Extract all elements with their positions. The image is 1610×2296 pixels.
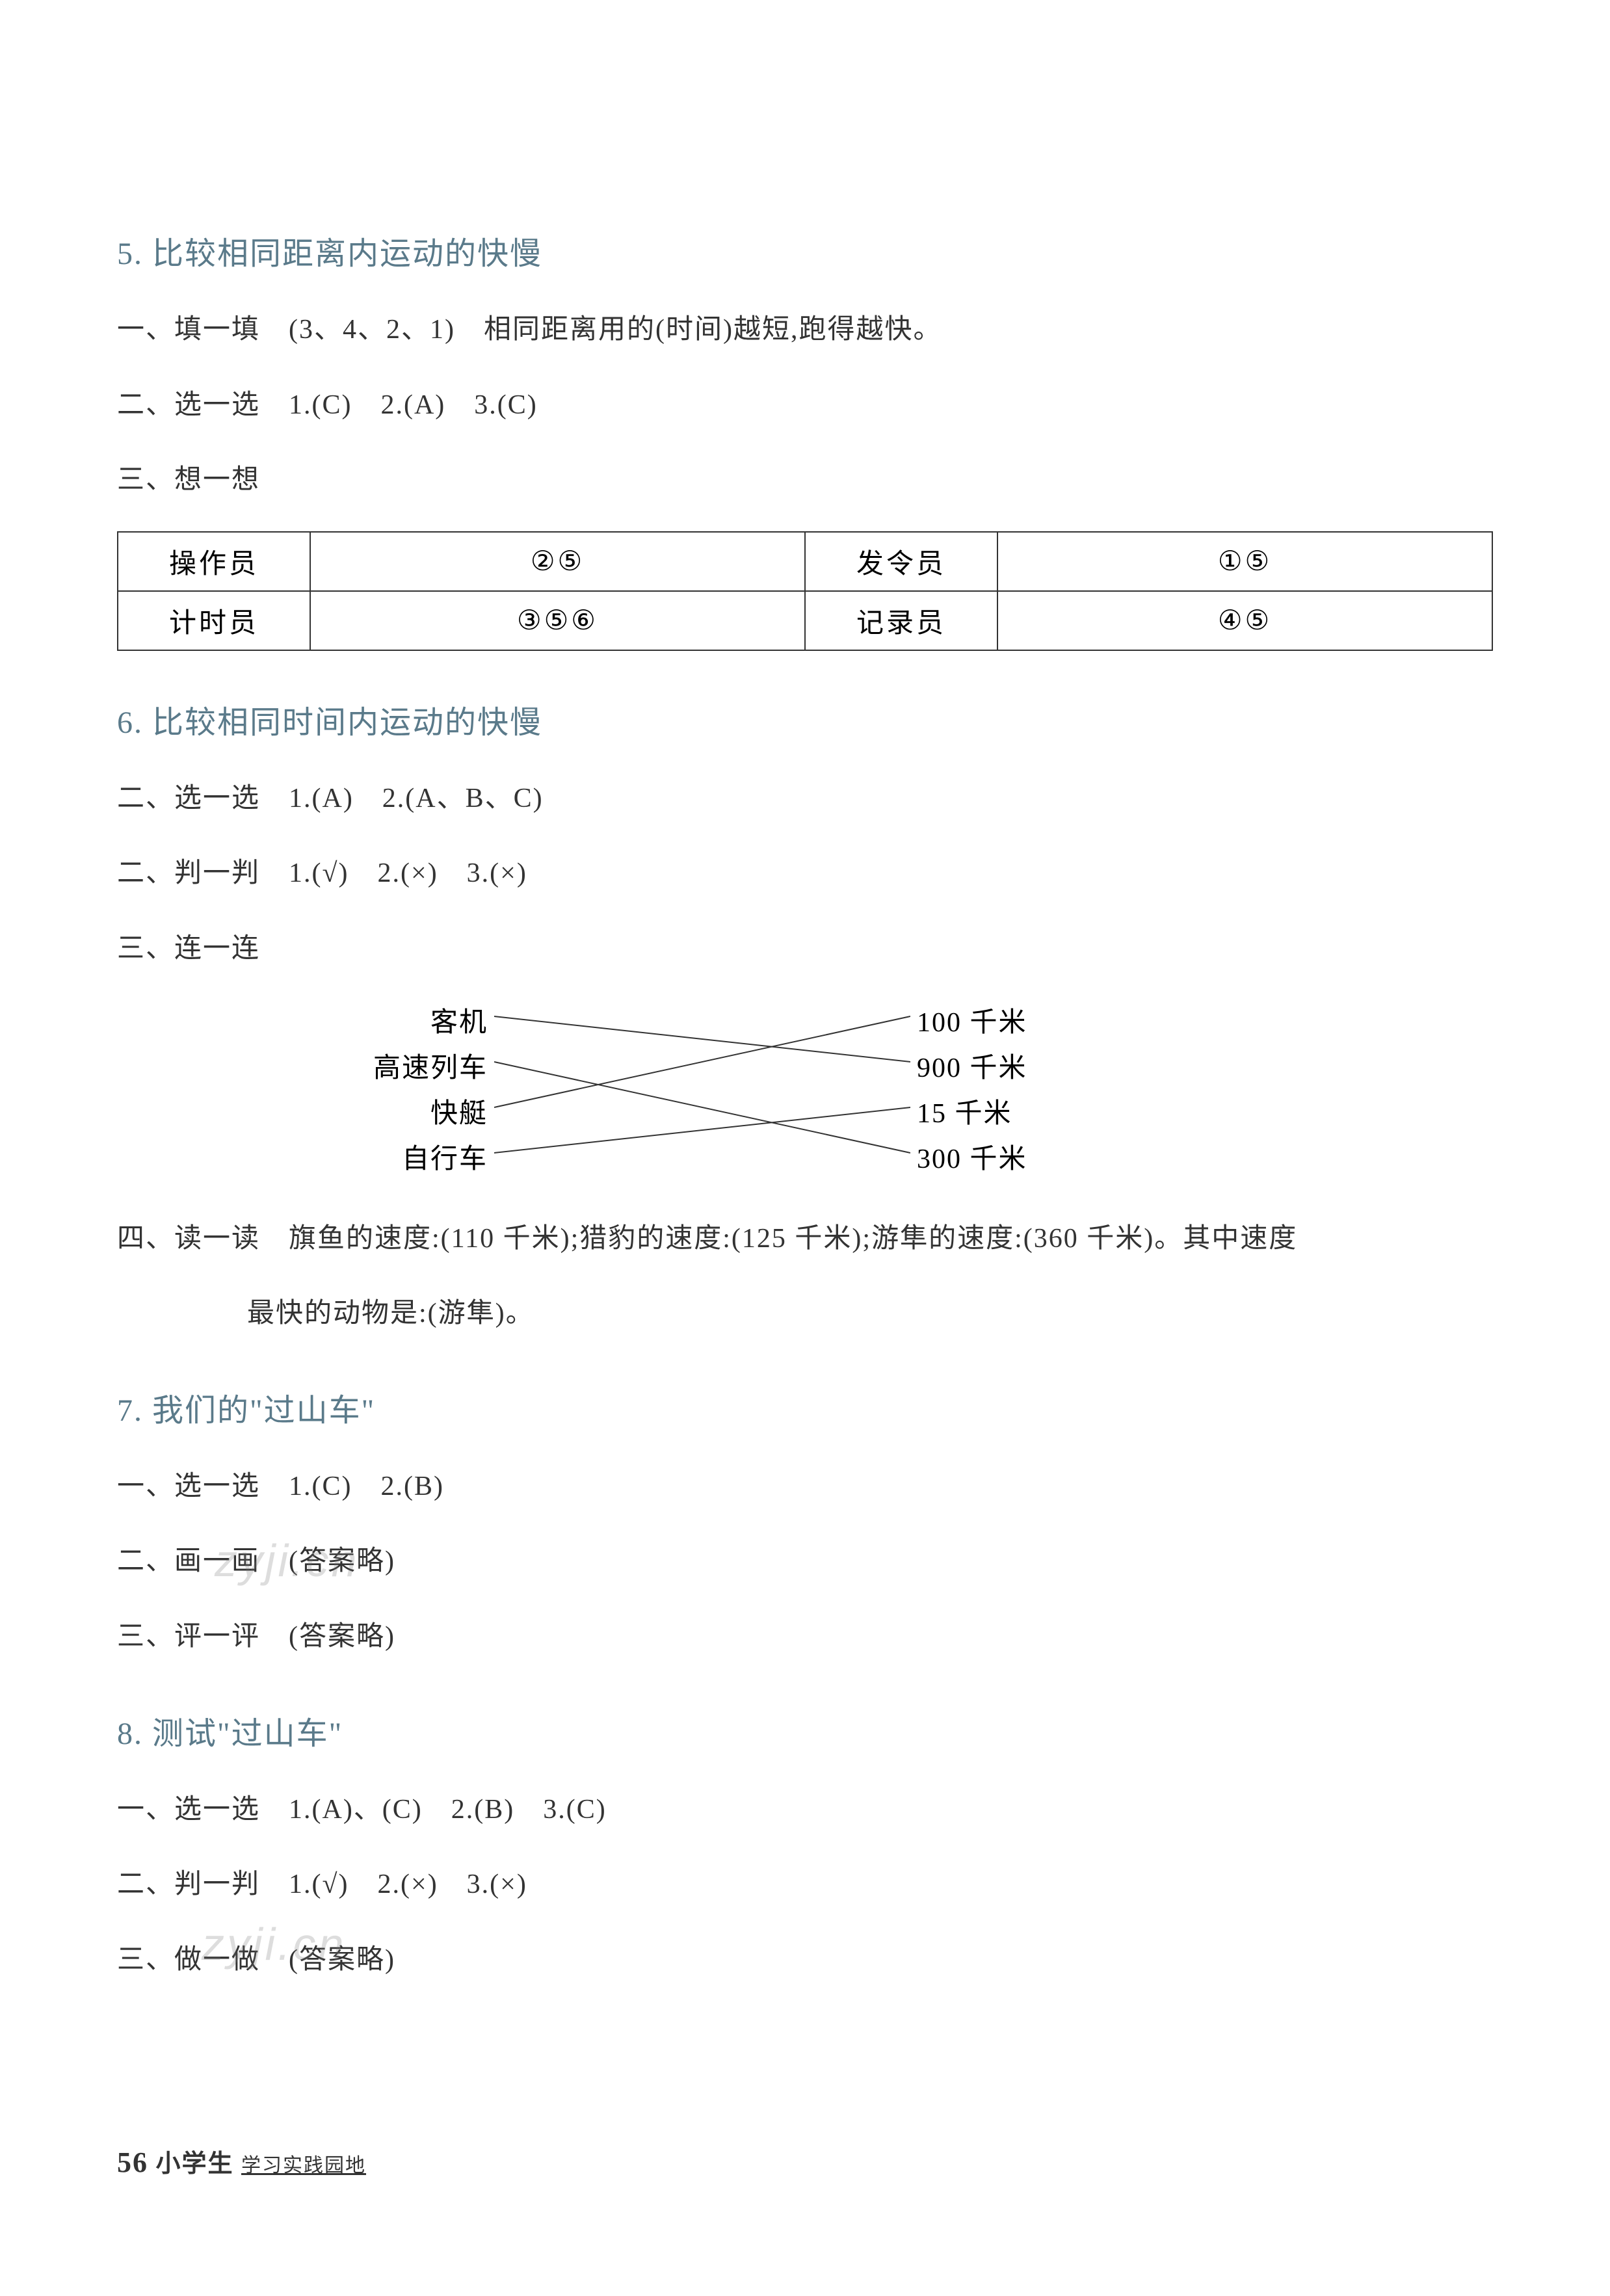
match-right-2: 15 千米 <box>917 1091 1012 1131</box>
table-row: 计时员 ③⑤⑥ 记录员 ④⑤ <box>118 591 1492 650</box>
section-5-title: 5. 比较相同距离内运动的快慢 <box>117 228 1493 273</box>
table-cell: 发令员 <box>805 532 997 591</box>
table-cell: ③⑤⑥ <box>310 591 805 650</box>
s5-q1: 一、填一填 (3、4、2、1) 相同距离用的(时间)越短,跑得越快。 <box>117 306 1493 355</box>
page-number: 56 <box>117 2146 148 2178</box>
s5-table: 操作员 ②⑤ 发令员 ①⑤ 计时员 ③⑤⑥ 记录员 ④⑤ <box>117 531 1493 651</box>
s6-q4a: 四、读一读 旗鱼的速度:(110 千米);猎豹的速度:(125 千米);游隼的速… <box>117 1215 1493 1264</box>
match-lines-svg <box>494 1013 910 1169</box>
s8-q2: 二、判一判 1.(√) 2.(×) 3.(×) <box>117 1860 1493 1910</box>
s7-q2: 二、画一画 (答案略) <box>117 1537 1493 1587</box>
section-6-title: 6. 比较相同时间内运动的快慢 <box>117 696 1493 742</box>
s6-q3: 三、连一连 <box>117 925 1493 974</box>
page-footer: 56 小学生 学习实践园地 <box>117 2143 366 2179</box>
s6-q4b: 最快的动物是:(游隼)。 <box>117 1289 1493 1339</box>
table-cell: ②⑤ <box>310 532 805 591</box>
section-8-title: 8. 测试"过山车" <box>117 1708 1493 1753</box>
match-left-1: 高速列车 <box>371 1046 488 1085</box>
s5-q2: 二、选一选 1.(C) 2.(A) 3.(C) <box>117 381 1493 430</box>
table-cell: 记录员 <box>805 591 997 650</box>
footer-title-2: 学习实践园地 <box>241 2155 366 2176</box>
table-cell: ④⑤ <box>997 591 1492 650</box>
table-cell: ①⑤ <box>997 532 1492 591</box>
match-left-2: 快艇 <box>371 1091 488 1131</box>
s7-q1: 一、选一选 1.(C) 2.(B) <box>117 1462 1493 1512</box>
match-right-3: 300 千米 <box>917 1137 1027 1176</box>
s6-q2: 二、判一判 1.(√) 2.(×) 3.(×) <box>117 849 1493 899</box>
s8-q3: 三、做一做 (答案略) <box>117 1936 1493 1985</box>
match-left-3: 自行车 <box>371 1137 488 1176</box>
table-cell: 操作员 <box>118 532 310 591</box>
match-right-0: 100 千米 <box>917 1000 1027 1040</box>
match-right-1: 900 千米 <box>917 1046 1027 1085</box>
footer-title-1: 小学生 <box>156 2150 234 2178</box>
table-row: 操作员 ②⑤ 发令员 ①⑤ <box>118 532 1492 591</box>
s8-q1: 一、选一选 1.(A)、(C) 2.(B) 3.(C) <box>117 1786 1493 1835</box>
table-cell: 计时员 <box>118 591 310 650</box>
s6-q1: 二、选一选 1.(A) 2.(A、B、C) <box>117 774 1493 824</box>
s7-q3: 三、评一评 (答案略) <box>117 1613 1493 1662</box>
match-diagram: 客机 高速列车 快艇 自行车 100 千米 900 千米 15 千米 300 千… <box>371 1000 1229 1182</box>
match-left-0: 客机 <box>371 1000 488 1040</box>
section-7-title: 7. 我们的"过山车" <box>117 1384 1493 1430</box>
s5-q3: 三、想一想 <box>117 456 1493 505</box>
